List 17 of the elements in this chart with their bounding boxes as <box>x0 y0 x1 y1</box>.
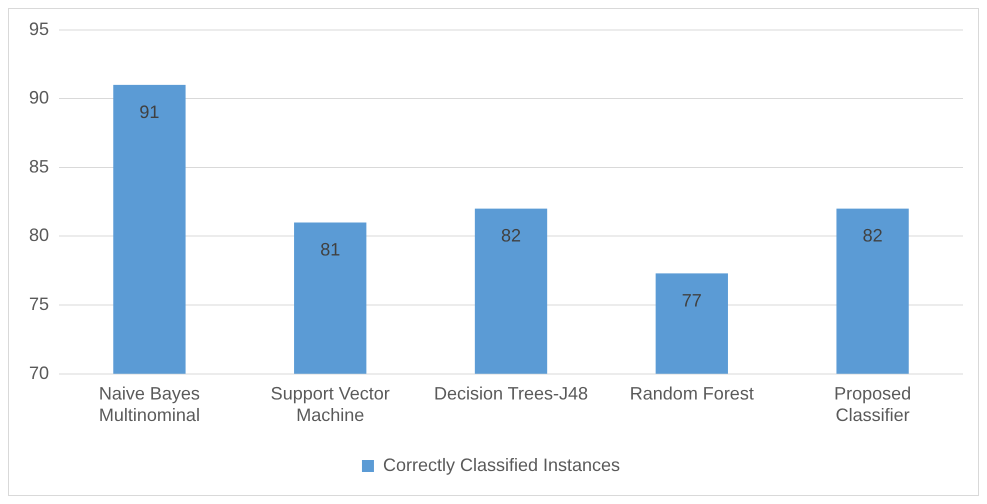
x-tick-label: Decision Trees-J48 <box>434 384 588 404</box>
data-label: 91 <box>139 102 160 122</box>
data-label: 82 <box>862 226 883 246</box>
y-tick-label: 70 <box>28 362 50 383</box>
y-tick-label: 75 <box>28 294 50 314</box>
data-label: 77 <box>682 290 702 310</box>
y-tick-label: 85 <box>28 156 50 176</box>
y-tick-label: 95 <box>28 18 50 39</box>
x-tick-label: Support Vector Machine <box>270 384 390 426</box>
x-tick-label: Random Forest <box>630 384 754 404</box>
data-label: 81 <box>320 239 340 260</box>
x-tick-label: Proposed Classifier <box>834 384 912 426</box>
y-tick-label: 80 <box>28 225 50 246</box>
data-label: 82 <box>500 226 522 246</box>
x-tick-label: Naive Bayes Multinominal <box>98 384 200 426</box>
legend-label: Correctly Classified Instances <box>382 454 620 475</box>
y-tick-label: 90 <box>28 88 50 108</box>
